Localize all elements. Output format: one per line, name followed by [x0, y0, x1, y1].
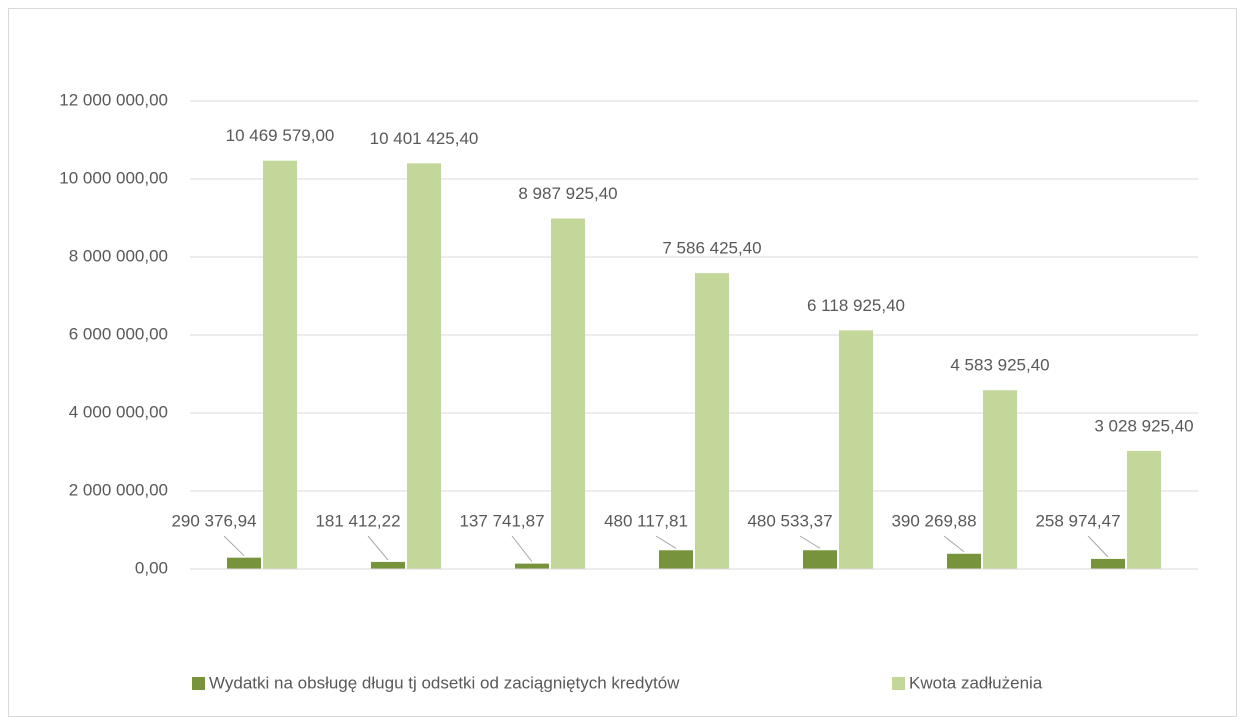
data-label: 258 974,47: [1035, 511, 1120, 530]
leader-line: [367, 535, 389, 561]
y-tick-label: 4 000 000,00: [69, 402, 168, 421]
leader-line: [943, 535, 965, 553]
y-tick-label: 8 000 000,00: [69, 246, 168, 265]
legend-label: Kwota zadłużenia: [909, 673, 1043, 692]
data-label: 480 117,81: [604, 511, 688, 530]
data-label: 390 269,88: [891, 511, 976, 530]
y-tick-label: 12 000 000,00: [59, 90, 168, 109]
y-tick-label: 10 000 000,00: [59, 168, 168, 187]
bar: [227, 557, 261, 569]
data-label: 290 376,94: [171, 511, 256, 530]
bar: [983, 390, 1017, 569]
bar: [695, 273, 729, 569]
y-tick-label: 0,00: [135, 558, 168, 577]
chart-frame: [8, 8, 1237, 717]
bar: [371, 561, 405, 569]
leader-line: [1087, 535, 1109, 558]
bar: [515, 563, 549, 569]
data-label: 10 401 425,40: [370, 129, 479, 148]
leader-line: [655, 535, 677, 549]
legend-swatch: [892, 677, 905, 690]
bar: [1091, 558, 1125, 569]
data-label: 10 469 579,00: [226, 126, 335, 145]
data-label: 8 987 925,40: [518, 184, 617, 203]
leader-line: [799, 535, 821, 549]
data-label: 181 412,22: [315, 511, 400, 530]
bar: [407, 163, 441, 569]
legend-label: Wydatki na obsługę długu tj odsetki od z…: [209, 673, 680, 692]
leader-line: [511, 535, 533, 562]
leader-line: [223, 535, 245, 557]
data-label: 7 586 425,40: [662, 239, 761, 258]
y-tick-label: 6 000 000,00: [69, 324, 168, 343]
bar: [803, 550, 837, 569]
data-label: 480 533,37: [747, 511, 832, 530]
bar: [839, 330, 873, 569]
bar: [947, 553, 981, 569]
data-label: 137 741,87: [459, 511, 544, 530]
legend-swatch: [192, 677, 205, 690]
bar: [1127, 450, 1161, 569]
data-label: 3 028 925,40: [1094, 416, 1193, 435]
y-tick-label: 2 000 000,00: [69, 480, 168, 499]
bar: [551, 218, 585, 569]
bar: [263, 160, 297, 570]
bar: [659, 550, 693, 569]
data-label: 4 583 925,40: [950, 356, 1049, 375]
data-label: 6 118 925,40: [807, 296, 905, 315]
